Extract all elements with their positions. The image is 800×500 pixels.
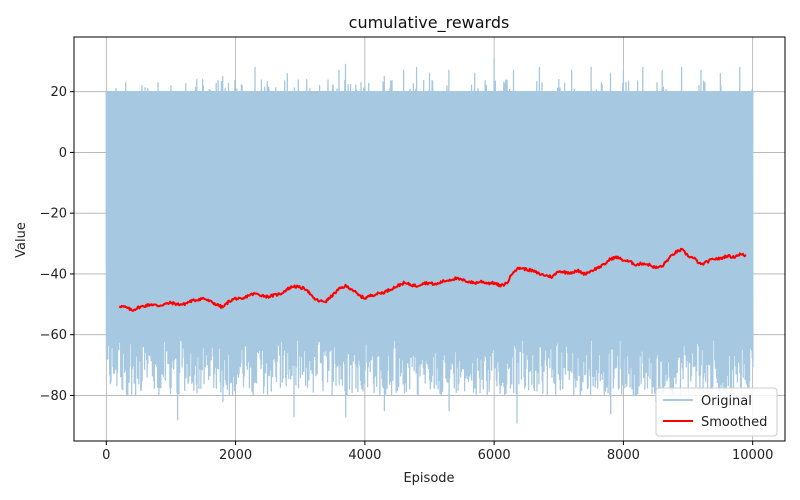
y-axis: 20 0 −20 −40 −60 −80 — [40, 85, 74, 404]
y-tick-label: −80 — [40, 389, 67, 404]
x-tick-label: 6000 — [478, 448, 511, 463]
y-tick-label: −40 — [40, 267, 67, 282]
legend-label-original: Original — [701, 394, 752, 409]
series-smoothed — [118, 247, 747, 312]
series-original — [105, 57, 754, 424]
x-axis: 0 2000 4000 6000 8000 10000 — [102, 441, 773, 463]
x-tick-label: 8000 — [607, 448, 640, 463]
x-tick-label: 2000 — [219, 448, 252, 463]
series-original-band — [106, 91, 753, 341]
y-axis-label: Value — [14, 222, 29, 258]
series-smoothed-line — [118, 247, 747, 312]
x-tick-label: 10000 — [732, 448, 773, 463]
x-tick-label: 4000 — [348, 448, 381, 463]
legend-label-smoothed: Smoothed — [701, 415, 767, 430]
y-tick-label: −60 — [40, 328, 67, 343]
y-tick-label: 20 — [50, 85, 67, 100]
chart-title: cumulative_rewards — [349, 13, 510, 33]
plot-frame — [73, 36, 786, 442]
y-tick-label: −20 — [40, 207, 67, 222]
x-axis-label: Episode — [403, 471, 454, 486]
y-tick-label: 0 — [59, 146, 67, 161]
legend: Original Smoothed — [655, 387, 778, 437]
x-tick-label: 0 — [102, 448, 110, 463]
